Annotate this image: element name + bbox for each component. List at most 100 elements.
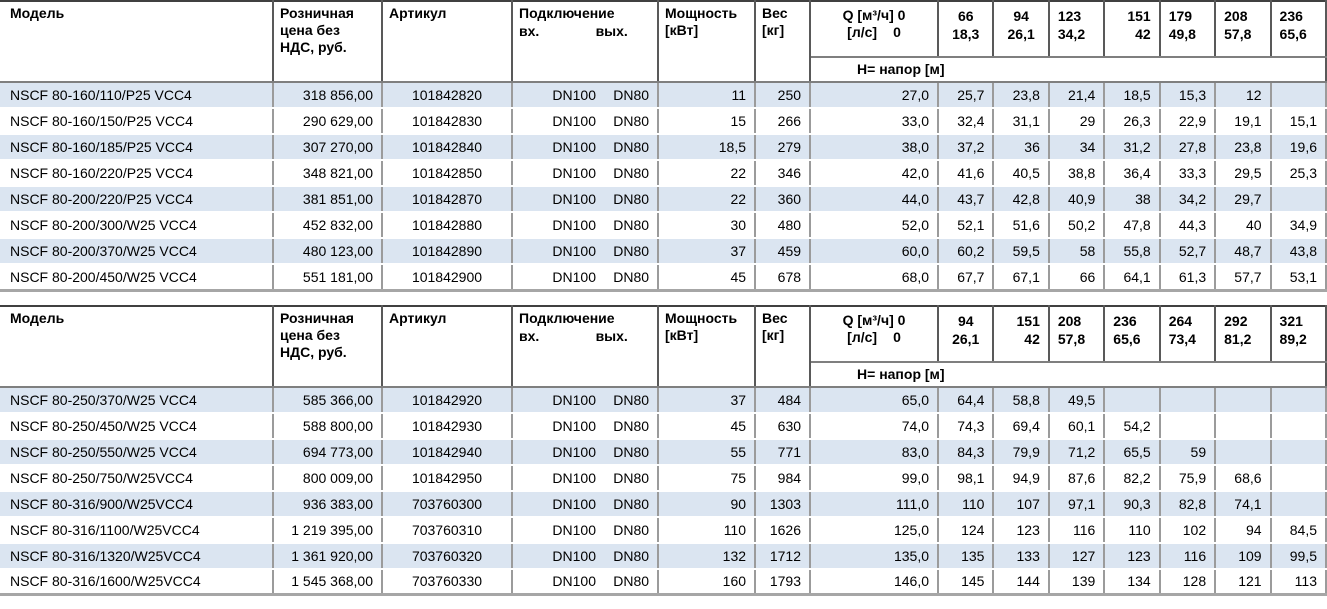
cell-head-value: 59,5 xyxy=(993,238,1050,265)
cell-model: NSCF 80-250/550/W25 VCC4 xyxy=(0,438,274,466)
cell-model: NSCF 80-316/1320/W25VCC4 xyxy=(0,542,274,570)
cell-article: 101842870 xyxy=(382,186,513,213)
cell-head-value: 58 xyxy=(1048,238,1106,265)
col-header-connection-in: вх. xyxy=(519,23,540,39)
cell-article: 101842830 xyxy=(382,108,513,135)
cell-head-value: 87,6 xyxy=(1048,464,1106,492)
flow-unit-ls: [л/с] xyxy=(847,328,878,345)
cell-head-q0: 33,0 xyxy=(810,108,940,135)
cell-head-value: 29,5 xyxy=(1215,160,1272,187)
cell-head-q0: 135,0 xyxy=(810,542,940,570)
cell-head-value: 116 xyxy=(1159,542,1217,570)
cell-weight: 484 xyxy=(755,386,812,414)
cell-head-value: 52,1 xyxy=(938,212,995,239)
cell-head-value: 53,1 xyxy=(1270,264,1327,291)
cell-price: 1 545 368,00 xyxy=(273,568,383,596)
table-row: NSCF 80-250/370/W25 VCC4 585 366,00 101842… xyxy=(0,386,1327,414)
cell-head-value: 102 xyxy=(1159,516,1217,544)
cell-price: 480 123,00 xyxy=(273,238,383,265)
col-header-flow: 292 81,2 xyxy=(1215,305,1272,363)
cell-price: 588 800,00 xyxy=(273,412,383,440)
cell-connection-in: DN100 xyxy=(512,134,600,161)
cell-head-value: 48,7 xyxy=(1215,238,1272,265)
cell-head-value: 57,7 xyxy=(1215,264,1272,291)
cell-head-value: 145 xyxy=(938,568,995,596)
cell-power: 55 xyxy=(658,438,757,466)
cell-head-value: 124 xyxy=(938,516,995,544)
cell-head-value xyxy=(1159,386,1217,414)
col-header-weight: Вес [кг] xyxy=(755,1,812,83)
cell-connection-in: DN100 xyxy=(512,108,600,135)
cell-head-value: 94 xyxy=(1215,516,1272,544)
cell-head-value: 110 xyxy=(938,490,995,518)
table-row: NSCF 80-316/1320/W25VCC4 1 361 920,00 7037… xyxy=(0,542,1327,570)
cell-price: 452 832,00 xyxy=(273,212,383,239)
cell-head-value: 33,3 xyxy=(1159,160,1217,187)
cell-head-value: 74,3 xyxy=(938,412,995,440)
cell-connection-in: DN100 xyxy=(512,412,600,440)
col-header-flow: 208 57,8 xyxy=(1048,305,1106,363)
cell-weight: 630 xyxy=(755,412,812,440)
cell-model: NSCF 80-200/300/W25 VCC4 xyxy=(0,212,274,239)
cell-head-value xyxy=(1270,386,1327,414)
pump-price-list-page: Модель Розничная цена без НДС, руб. Арти… xyxy=(0,0,1327,596)
col-header-flow: 66 18,3 xyxy=(938,1,995,58)
col-header-price: Розничная цена без НДС, руб. xyxy=(273,1,383,83)
cell-head-value xyxy=(1270,438,1327,466)
table-row: NSCF 80-250/750/W25VCC4 800 009,00 1018429… xyxy=(0,464,1327,492)
cell-power: 11 xyxy=(658,82,757,109)
cell-price: 381 851,00 xyxy=(273,186,383,213)
cell-article: 703760310 xyxy=(382,516,513,544)
table-body: NSCF 80-160/110/P25 VCC4 318 856,00 101842… xyxy=(0,82,1327,291)
cell-head-value: 82,2 xyxy=(1104,464,1161,492)
cell-head-value: 15,3 xyxy=(1159,82,1217,109)
flow-unit-ls: [л/с] xyxy=(847,24,878,40)
cell-head-value: 71,2 xyxy=(1048,438,1106,466)
cell-head-value: 113 xyxy=(1270,568,1327,596)
cell-head-value: 107 xyxy=(993,490,1050,518)
cell-head-value: 99,5 xyxy=(1270,542,1327,570)
col-header-connection: Подключение вх. вых. xyxy=(512,305,660,388)
cell-connection-out: DN80 xyxy=(600,82,660,109)
cell-head-value: 40,9 xyxy=(1048,186,1106,213)
cell-head-value: 110 xyxy=(1104,516,1161,544)
cell-head-value: 34,9 xyxy=(1270,212,1327,239)
cell-connection-out: DN80 xyxy=(600,464,660,492)
cell-model: NSCF 80-316/1600/W25VCC4 xyxy=(0,568,274,596)
col-header-flow: 264 73,4 xyxy=(1159,305,1217,363)
cell-head-value xyxy=(1215,386,1272,414)
cell-power: 37 xyxy=(658,386,757,414)
cell-weight: 1712 xyxy=(755,542,812,570)
cell-connection-out: DN80 xyxy=(600,186,660,213)
cell-head-value xyxy=(1104,386,1161,414)
cell-connection-out: DN80 xyxy=(600,386,660,414)
cell-price: 800 009,00 xyxy=(273,464,383,492)
cell-weight: 480 xyxy=(755,212,812,239)
cell-connection-out: DN80 xyxy=(600,134,660,161)
cell-connection-out: DN80 xyxy=(600,412,660,440)
cell-weight: 678 xyxy=(755,264,812,291)
cell-head-value: 38 xyxy=(1104,186,1161,213)
cell-head-value xyxy=(1270,186,1327,213)
col-header-flow: 321 89,2 xyxy=(1270,305,1327,363)
cell-head-value: 60,2 xyxy=(938,238,995,265)
cell-head-value: 82,8 xyxy=(1159,490,1217,518)
cell-price: 1 219 395,00 xyxy=(273,516,383,544)
cell-head-q0: 83,0 xyxy=(810,438,940,466)
table-row: NSCF 80-160/220/P25 VCC4 348 821,00 101842… xyxy=(0,160,1327,187)
table-body: NSCF 80-250/370/W25 VCC4 585 366,00 101842… xyxy=(0,386,1327,596)
cell-head-value: 49,5 xyxy=(1048,386,1106,414)
cell-head-value: 43,7 xyxy=(938,186,995,213)
cell-connection-in: DN100 xyxy=(512,464,600,492)
cell-article: 101842920 xyxy=(382,386,513,414)
cell-model: NSCF 80-250/750/W25VCC4 xyxy=(0,464,274,492)
col-header-model: Модель xyxy=(0,1,274,83)
cell-head-q0: 44,0 xyxy=(810,186,940,213)
table-row: NSCF 80-250/550/W25 VCC4 694 773,00 101842… xyxy=(0,438,1327,466)
cell-weight: 459 xyxy=(755,238,812,265)
table-header: Модель Розничная цена без НДС, руб. Арти… xyxy=(0,1,1327,83)
cell-price: 318 856,00 xyxy=(273,82,383,109)
cell-connection-in: DN100 xyxy=(512,386,600,414)
cell-head-value: 54,2 xyxy=(1104,412,1161,440)
cell-power: 160 xyxy=(658,568,757,596)
